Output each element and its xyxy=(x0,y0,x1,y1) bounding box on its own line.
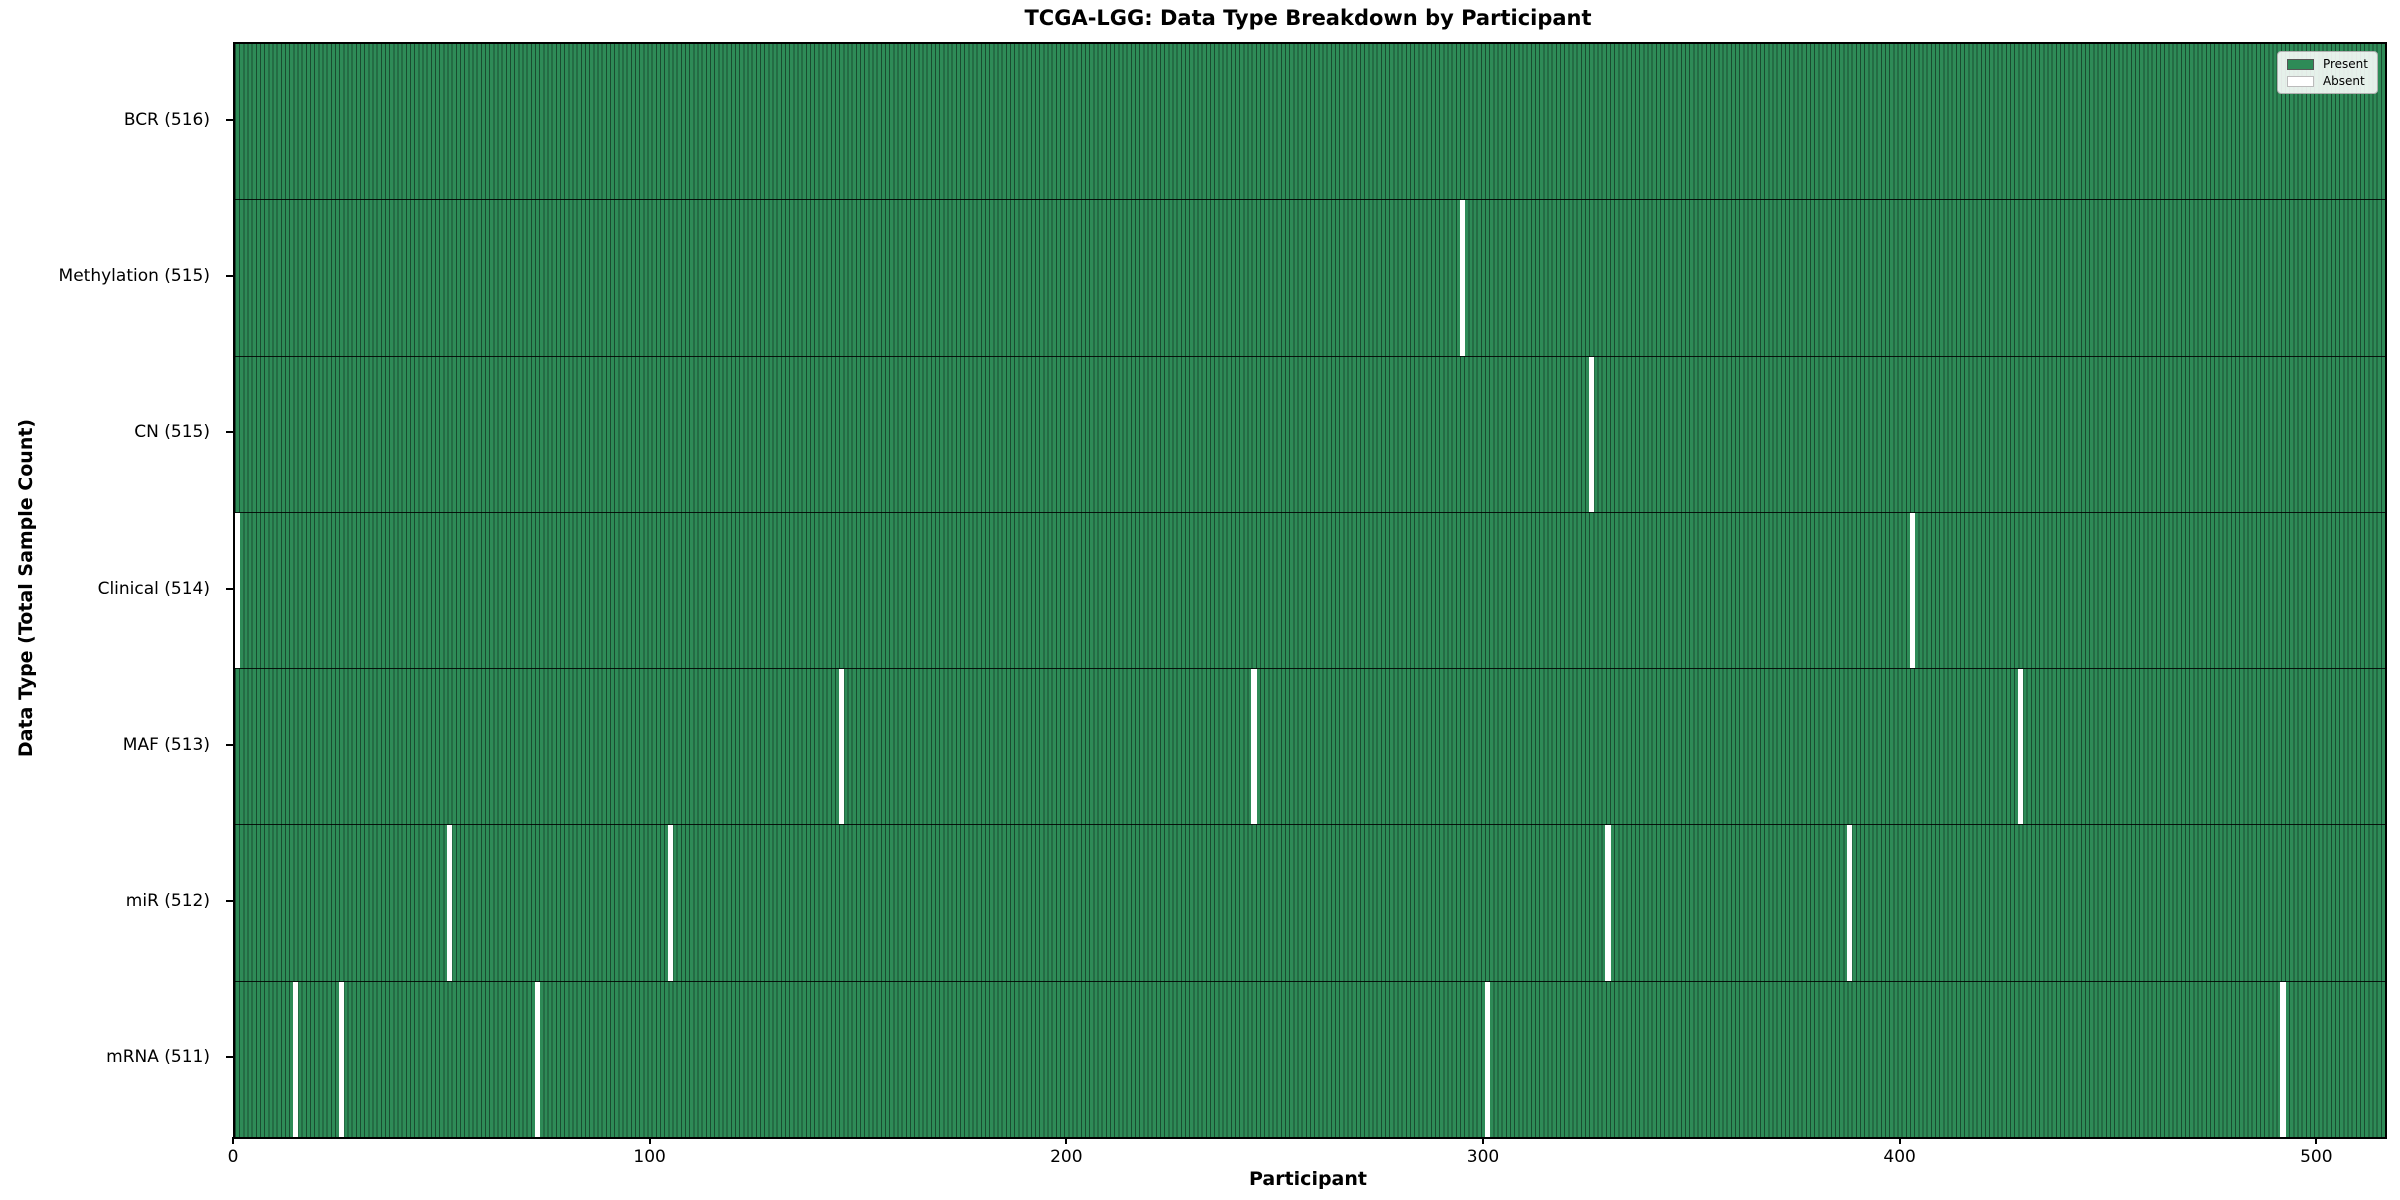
absent-gap xyxy=(2017,669,2024,825)
y-tick-label-Clinical: Clinical (514) xyxy=(97,578,210,599)
absent-gap xyxy=(447,825,453,981)
y-tick-mark xyxy=(226,431,233,434)
y-tick-label-BCR: BCR (516) xyxy=(123,110,210,131)
x-tick-label-500: 500 xyxy=(2300,1147,2333,1167)
y-tick-label-mRNA: mRNA (511) xyxy=(106,1046,210,1067)
x-axis-label: Participant xyxy=(1248,1168,1367,1190)
x-tick-label-300: 300 xyxy=(1466,1147,1500,1167)
legend-entry-present: Present xyxy=(2286,57,2368,71)
y-tick-label-miR: miR (512) xyxy=(125,890,210,911)
present-swatch-icon xyxy=(2286,58,2314,70)
x-tick-mark xyxy=(648,1137,651,1144)
absent-gap xyxy=(534,981,540,1137)
x-tick-mark xyxy=(1482,1137,1484,1144)
x-tick-label-100: 100 xyxy=(633,1147,666,1167)
y-tick-label-CN: CN (515) xyxy=(134,422,210,443)
data-row-Methylation xyxy=(235,199,2385,356)
y-tick-label-Methylation: Methylation (515) xyxy=(58,266,210,287)
data-row-mRNA xyxy=(235,980,2385,1137)
legend-entry-absent: Absent xyxy=(2286,74,2368,88)
x-tick-mark xyxy=(232,1137,234,1144)
y-tick-label-MAF: MAF (513) xyxy=(122,734,210,755)
y-tick-mark xyxy=(226,1055,233,1058)
x-tick-label-200: 200 xyxy=(1050,1147,1083,1167)
absent-gap xyxy=(1588,356,1595,512)
absent-gap xyxy=(1459,200,1465,356)
absent-gap xyxy=(667,825,674,981)
legend-label-absent: Absent xyxy=(2322,74,2365,88)
y-tick-mark xyxy=(226,587,233,590)
absent-gap xyxy=(235,512,240,669)
absent-gap xyxy=(1847,825,1853,981)
y-tick-mark xyxy=(226,899,233,902)
x-tick-label-0: 0 xyxy=(227,1147,239,1167)
legend-label-present: Present xyxy=(2322,57,2368,71)
y-tick-mark xyxy=(226,743,233,746)
chart-title: TCGA-LGG: Data Type Breakdown by Partici… xyxy=(1024,6,1592,30)
absent-gap xyxy=(1909,512,1915,669)
x-tick-mark xyxy=(1898,1137,1901,1144)
x-tick-mark xyxy=(2315,1137,2318,1144)
absent-swatch-icon xyxy=(2286,75,2314,87)
y-axis-label: Data Type (Total Sample Count) xyxy=(15,418,37,758)
absent-gap xyxy=(1484,981,1490,1137)
y-tick-mark xyxy=(226,119,233,122)
x-tick-label-400: 400 xyxy=(1883,1147,1916,1167)
data-row-MAF xyxy=(235,668,2385,825)
x-tick-mark xyxy=(1065,1137,1068,1144)
y-tick-mark xyxy=(226,275,233,278)
legend: Present Absent xyxy=(2276,51,2378,94)
data-row-CN xyxy=(235,355,2385,512)
data-row-Clinical xyxy=(235,511,2385,669)
absent-gap xyxy=(838,669,845,825)
plot-area: Present Absent xyxy=(233,42,2387,1139)
absent-gap xyxy=(1605,825,1611,981)
absent-gap xyxy=(292,981,299,1137)
data-row-BCR xyxy=(235,44,2385,200)
absent-gap xyxy=(338,981,345,1137)
data-row-miR xyxy=(235,824,2385,981)
absent-gap xyxy=(1251,669,1257,825)
absent-gap xyxy=(2280,981,2286,1137)
